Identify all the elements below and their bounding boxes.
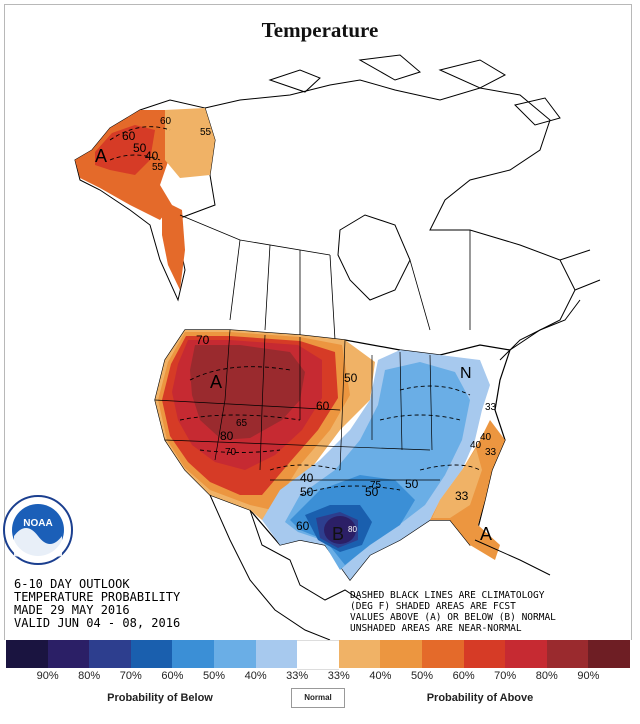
notes-line-1: DASHED BLACK LINES ARE CLIMATOLOGY bbox=[350, 590, 545, 601]
outlook-map: A 60 50 40 55 60 55 70 A 80 65 70 50 60 … bbox=[3, 54, 601, 640]
outlook-line-2: TEMPERATURE PROBABILITY bbox=[14, 590, 181, 604]
map-label: 33 bbox=[485, 402, 497, 413]
legend-swatch-above-40 bbox=[380, 640, 422, 668]
legend-swatch-above-70 bbox=[505, 640, 547, 668]
map-label-alaska-a: A bbox=[95, 146, 107, 166]
map-labels: A 60 50 40 55 60 55 70 A 80 65 70 50 60 … bbox=[95, 116, 497, 544]
map-label: 40 bbox=[300, 471, 314, 485]
map-label: 80 bbox=[220, 429, 234, 443]
hudson-bay bbox=[337, 214, 411, 301]
legend-swatch-below-33 bbox=[255, 640, 298, 668]
map-label-south-b: B bbox=[332, 524, 344, 544]
legend-swatch-below-60 bbox=[130, 640, 173, 668]
notes-line-3: VALUES ABOVE (A) OR BELOW (B) NORMAL bbox=[350, 612, 556, 623]
legend-tick: 33% bbox=[327, 670, 350, 682]
mexico-outline bbox=[209, 494, 551, 640]
map-label: 33 bbox=[485, 447, 497, 458]
notes-line-2: (DEG F) SHADED AREAS ARE FCST bbox=[350, 601, 516, 612]
map-label: 60 bbox=[122, 129, 136, 143]
map-label: 40 bbox=[145, 149, 159, 163]
outlook-line-4: VALID JUN 04 - 08, 2016 bbox=[14, 616, 180, 630]
outlook-text: 6-10 DAY OUTLOOK TEMPERATURE PROBABILITY… bbox=[14, 577, 181, 630]
map-label: 65 bbox=[236, 418, 248, 429]
legend-swatch-below-50 bbox=[172, 640, 214, 668]
map-label: 40 bbox=[480, 432, 492, 443]
alaska-above-60 bbox=[95, 125, 155, 175]
alaska-panhandle-above bbox=[162, 200, 185, 290]
legend-ticks: 90% 80% 70% 60% 50% 40% 33% 33% 40% 50% … bbox=[6, 670, 630, 686]
map-label: 50 bbox=[365, 485, 379, 499]
noaa-logo: NOAA bbox=[3, 495, 73, 565]
legend-tick: 70% bbox=[494, 670, 517, 682]
legend-tick: 90% bbox=[36, 670, 59, 682]
legend-tick: 40% bbox=[244, 670, 267, 682]
map-label: 50 bbox=[133, 141, 147, 155]
arctic-islands bbox=[268, 54, 561, 126]
legend-tick: 60% bbox=[161, 670, 184, 682]
map-label: 75 bbox=[370, 480, 382, 491]
west-above-80 bbox=[190, 345, 305, 440]
legend-tick: 33% bbox=[286, 670, 309, 682]
legend-caption-above: Probability of Above bbox=[426, 692, 534, 704]
legend-caption-below: Probability of Below bbox=[107, 692, 213, 704]
page-title: Temperature bbox=[261, 18, 379, 42]
legend-tick: 40% bbox=[369, 670, 392, 682]
legend-swatch-normal bbox=[297, 640, 339, 670]
legend-tick: 50% bbox=[202, 670, 226, 682]
canada-outline bbox=[204, 79, 576, 361]
legend-swatch-below-80 bbox=[47, 640, 90, 668]
notes-text: DASHED BLACK LINES ARE CLIMATOLOGY (DEG … bbox=[350, 590, 556, 634]
noaa-logo-text: NOAA bbox=[23, 518, 52, 529]
legend-swatch-above-60 bbox=[463, 640, 506, 668]
map-label: 70 bbox=[225, 447, 237, 458]
map-label: 60 bbox=[296, 519, 310, 533]
map-label: 60 bbox=[160, 116, 172, 127]
legend-tick: 70% bbox=[119, 670, 142, 682]
legend-tick: 90% bbox=[577, 670, 600, 682]
legend-tick: 80% bbox=[535, 670, 558, 682]
legend-swatch-below-70 bbox=[89, 640, 131, 668]
climatology-lines bbox=[109, 126, 481, 496]
map-label-north-n: N bbox=[460, 365, 472, 382]
canada-provincial-lines bbox=[179, 214, 471, 341]
southeast-above-33 bbox=[432, 448, 482, 518]
legend-swatch-above-50 bbox=[421, 640, 464, 668]
legend-caption-normal: Normal bbox=[291, 688, 345, 708]
legend-swatch-below-40 bbox=[213, 640, 256, 668]
map-label: 33 bbox=[455, 489, 469, 503]
legend-tick: 60% bbox=[452, 670, 475, 682]
frame-right-border bbox=[631, 4, 632, 640]
map-label: 50 bbox=[300, 485, 314, 499]
frame-top-border bbox=[4, 4, 632, 5]
map-label: 60 bbox=[316, 399, 330, 413]
legend-tick: 50% bbox=[410, 670, 434, 682]
outlook-line-3: MADE 29 MAY 2016 bbox=[14, 603, 130, 617]
alaska-above-40 bbox=[165, 108, 215, 178]
map-label: 80 bbox=[348, 525, 357, 534]
legend-swatch-above-33 bbox=[338, 640, 381, 668]
map-label: 50 bbox=[344, 371, 358, 385]
legend-swatch-above-90 bbox=[588, 640, 630, 668]
map-label: 70 bbox=[196, 333, 210, 347]
map-label-west-a: A bbox=[210, 372, 222, 392]
legend-tick: 80% bbox=[78, 670, 101, 682]
notes-line-4: UNSHADED AREAS ARE NEAR-NORMAL bbox=[350, 623, 522, 634]
legend-color-bar bbox=[6, 640, 630, 670]
legend-swatch-above-80 bbox=[546, 640, 589, 668]
map-label-florida-a: A bbox=[480, 524, 492, 544]
legend-swatch-below-90 bbox=[6, 640, 48, 668]
east-canada-coast bbox=[509, 249, 601, 351]
map-label: 50 bbox=[405, 477, 419, 491]
outlook-line-1: 6-10 DAY OUTLOOK bbox=[14, 577, 130, 591]
frame-left-border bbox=[4, 4, 5, 640]
east-below-80 bbox=[324, 516, 356, 544]
map-label: 55 bbox=[200, 127, 212, 138]
map-label: 55 bbox=[152, 162, 164, 173]
map-label: 40 bbox=[470, 440, 482, 451]
us-state-lines bbox=[154, 329, 440, 481]
